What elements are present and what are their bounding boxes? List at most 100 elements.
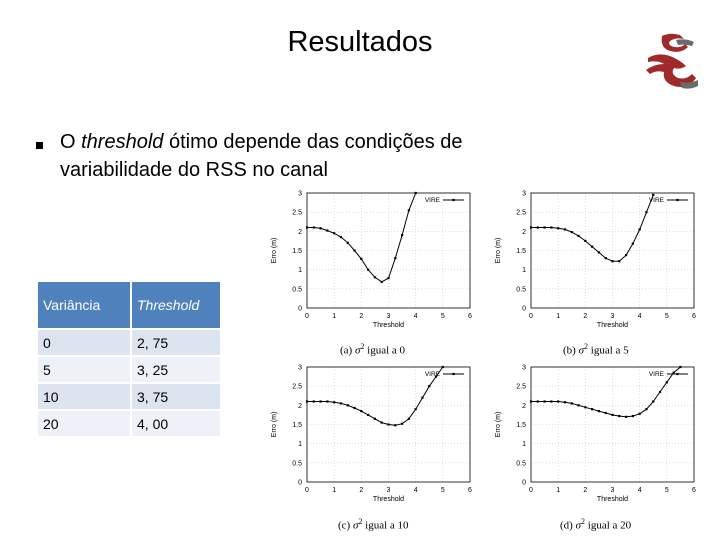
data-point (618, 260, 621, 263)
x-tick-label: 3 (611, 313, 615, 320)
legend-label: VIRE (425, 371, 441, 378)
data-point (631, 242, 634, 245)
data-point (631, 414, 634, 418)
chart-variance-0: 0 1 2 3 4 5 6 0 0.5 1 1.5 2 2.5 3 Threshold Erro (m) VIR… (262, 188, 480, 336)
y-tick-label: 1.5 (516, 248, 526, 255)
table-row: 5 3, 25 (38, 357, 220, 382)
x-tick-label: 0 (529, 487, 533, 494)
data-point (339, 402, 343, 405)
x-axis-label: Threshold (373, 496, 404, 503)
x-tick-label: 2 (359, 487, 363, 494)
plot-frame (530, 192, 695, 309)
table-cell: 20 (38, 411, 130, 436)
y-tick-label: 3 (522, 191, 526, 198)
y-tick-label: 1.5 (292, 422, 302, 429)
data-point (312, 400, 315, 403)
data-point (319, 227, 322, 230)
y-tick-label: 2 (298, 403, 302, 410)
x-tick-label: 0 (305, 487, 309, 494)
y-axis-label: Erro (m) (271, 412, 278, 438)
y-tick-label: 3 (522, 365, 526, 372)
data-point (570, 231, 573, 234)
chart-svg: 0 1 2 3 4 5 6 0 0.5 1 1.5 2 2.5 3 Threshold Erro (m) VIR… (271, 191, 472, 330)
x-tick-label: 5 (441, 313, 445, 320)
y-tick-label: 0 (298, 306, 302, 313)
chart-svg: 0 1 2 3 4 5 6 0 0.5 1 1.5 2 2.5 3 Threshold Erro (m) VIR… (495, 191, 696, 330)
x-tick-label: 5 (441, 487, 445, 494)
data-point (387, 277, 390, 280)
data-point (353, 249, 356, 252)
legend-label: VIRE (649, 197, 665, 204)
data-point (645, 211, 648, 214)
y-tick-label: 1.5 (292, 248, 302, 255)
data-point (529, 400, 533, 403)
data-point (407, 417, 410, 420)
x-axis-label: Threshold (373, 322, 404, 329)
data-point (367, 413, 370, 417)
table-cell: 3, 75 (132, 384, 220, 409)
data-point (346, 241, 349, 244)
y-tick-label: 2.5 (516, 210, 526, 217)
table-cell: 2, 75 (132, 330, 220, 355)
data-point (591, 245, 594, 248)
y-tick-label: 0.5 (516, 286, 526, 293)
university-logo (640, 30, 702, 94)
legend-marker (676, 198, 679, 202)
data-point (305, 400, 309, 403)
data-point (645, 408, 648, 411)
data-point (394, 424, 397, 427)
data-point (652, 193, 655, 197)
data-point (638, 412, 641, 415)
data-point (414, 191, 417, 195)
y-tick-label: 0 (522, 480, 526, 487)
x-tick-label: 6 (692, 313, 696, 320)
y-tick-label: 0.5 (516, 460, 526, 467)
bullet-rest: ótimo depende das condições de variabili… (60, 131, 463, 181)
x-tick-label: 1 (556, 313, 560, 320)
legend-marker (452, 198, 455, 202)
data-point (346, 404, 349, 407)
data-point (407, 209, 410, 212)
y-tick-label: 1 (522, 267, 526, 274)
data-point (326, 400, 329, 403)
data-point (557, 400, 560, 403)
y-tick-label: 2.5 (292, 384, 302, 391)
table-cell: 10 (38, 384, 130, 409)
data-point (658, 390, 662, 394)
series-line (531, 194, 654, 262)
x-tick-label: 6 (468, 487, 472, 494)
chart-svg: 0 1 2 3 4 5 6 0 0.5 1 1.5 2 2.5 3 Threshold Erro (m) VIR… (271, 365, 472, 504)
plot-frame (306, 366, 471, 483)
data-point (367, 268, 370, 271)
figure-caption-d: (d) σ2 igual a 20 (560, 517, 632, 532)
table-cell: 5 (38, 357, 130, 382)
x-tick-label: 4 (414, 487, 418, 494)
y-tick-label: 1.5 (516, 422, 526, 429)
data-point (550, 226, 553, 229)
data-point (387, 423, 390, 426)
data-point (536, 226, 539, 229)
data-point (543, 400, 546, 403)
data-point (380, 421, 383, 424)
y-tick-label: 0.5 (292, 286, 302, 293)
y-tick-label: 2.5 (516, 384, 526, 391)
legend-marker (676, 372, 679, 376)
y-tick-label: 2 (522, 403, 526, 410)
x-tick-label: 3 (611, 487, 615, 494)
data-point (339, 235, 343, 239)
legend-marker (452, 372, 455, 376)
data-point (550, 400, 553, 403)
y-tick-label: 1 (298, 267, 302, 274)
data-point (333, 232, 336, 235)
chart-variance-20: 0 1 2 3 4 5 6 0 0.5 1 1.5 2 2.5 3 Threshold Erro (m) VIR… (486, 362, 704, 510)
data-point (434, 375, 438, 378)
plot-frame (306, 192, 471, 309)
data-point (584, 406, 587, 409)
data-point (611, 260, 614, 263)
y-tick-label: 3 (298, 365, 302, 372)
data-point (373, 276, 377, 279)
data-point (618, 414, 621, 418)
data-point (414, 408, 417, 411)
x-tick-label: 2 (583, 313, 587, 320)
chart-variance-5: 0 1 2 3 4 5 6 0 0.5 1 1.5 2 2.5 3 Threshold Erro (m) VIR… (486, 188, 704, 336)
